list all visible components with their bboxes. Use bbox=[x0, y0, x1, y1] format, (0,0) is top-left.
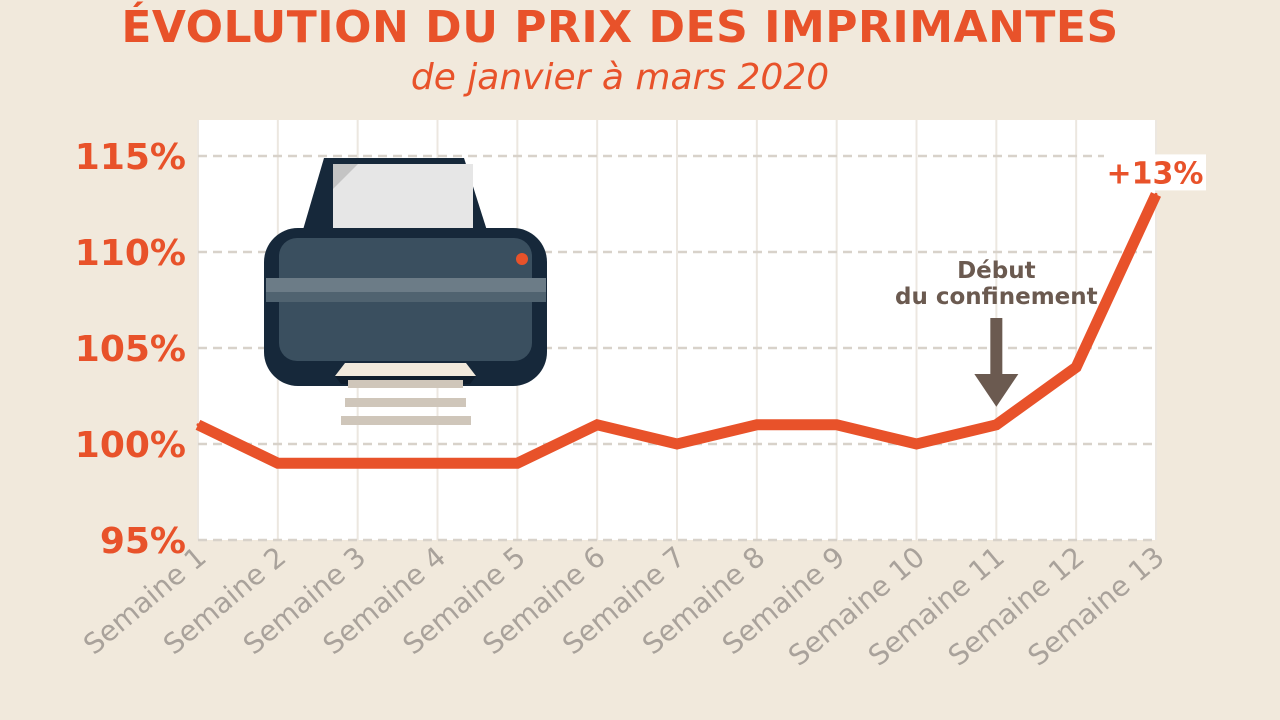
data-point bbox=[994, 423, 998, 427]
lockdown-annotation: Début du confinement bbox=[895, 258, 1098, 407]
y-tick-label: 95% bbox=[100, 521, 186, 562]
x-tick-label: Semaine 12 bbox=[942, 540, 1091, 672]
x-tick-label: Semaine 11 bbox=[862, 540, 1011, 672]
data-point bbox=[835, 423, 839, 427]
y-tick-label: 115% bbox=[75, 137, 186, 178]
data-points bbox=[196, 192, 1158, 465]
annotation-text-line1: Début bbox=[957, 258, 1036, 284]
printer-icon bbox=[264, 158, 547, 425]
data-point bbox=[675, 442, 679, 446]
increase-label-background bbox=[1104, 154, 1206, 191]
increase-label: +13% bbox=[1107, 156, 1204, 191]
data-point bbox=[276, 461, 280, 465]
data-point bbox=[755, 423, 759, 427]
data-point bbox=[915, 442, 918, 446]
data-point bbox=[515, 461, 519, 465]
data-point bbox=[356, 461, 360, 465]
y-tick-label: 110% bbox=[75, 233, 186, 274]
x-tick-label: Semaine 10 bbox=[782, 540, 931, 672]
chart-subtitle: de janvier à mars 2020 bbox=[410, 57, 830, 98]
chart-title: ÉVOLUTION DU PRIX DES IMPRIMANTES bbox=[121, 2, 1119, 53]
data-point bbox=[436, 461, 439, 465]
data-point bbox=[1074, 365, 1078, 369]
data-point bbox=[196, 423, 200, 427]
down-arrow-icon bbox=[974, 374, 1019, 407]
y-tick-label: 100% bbox=[75, 425, 186, 466]
annotation-text-line2: du confinement bbox=[895, 284, 1098, 310]
data-point bbox=[595, 423, 599, 427]
arrow-shaft bbox=[990, 318, 1003, 374]
x-tick-label: Semaine 13 bbox=[1022, 540, 1171, 672]
y-axis-ticks: 95% 100% 105% 110% 115% bbox=[75, 137, 186, 562]
data-point bbox=[1154, 192, 1158, 196]
y-tick-label: 105% bbox=[75, 329, 186, 370]
